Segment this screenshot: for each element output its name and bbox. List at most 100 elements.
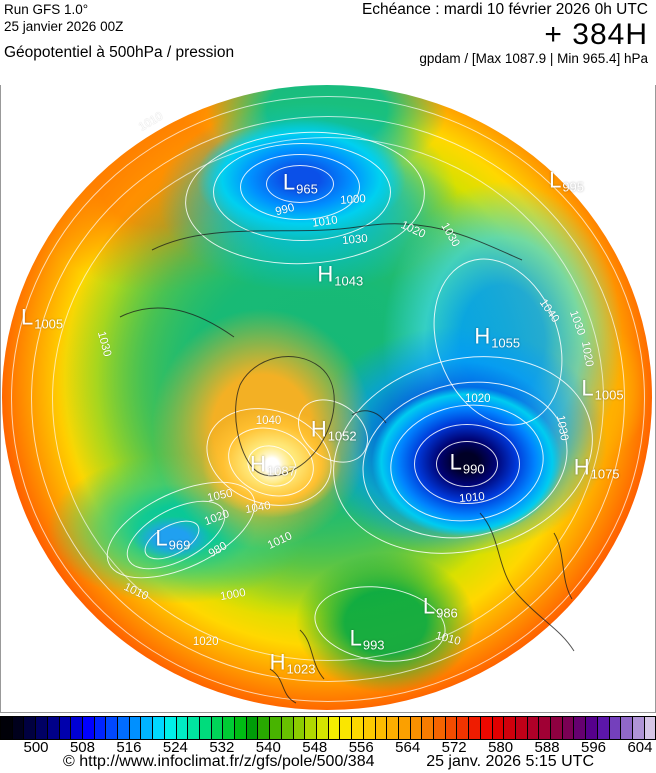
color-scale-cell xyxy=(597,717,610,739)
color-scale-cell xyxy=(352,717,364,739)
run-info: Run GFS 1.0° 25 janvier 2026 00Z xyxy=(4,1,123,35)
color-scale-tick: 588 xyxy=(534,739,560,756)
color-scale-cell xyxy=(574,717,587,739)
color-scale-bar xyxy=(0,716,656,740)
pressure-center-l-995: L995 xyxy=(549,167,585,195)
color-scale-cell xyxy=(621,717,633,739)
color-scale-cell xyxy=(340,717,353,739)
contour-label: 1000 xyxy=(339,193,367,208)
pressure-center-l-969: L969 xyxy=(155,525,191,553)
color-scale-cell xyxy=(235,717,247,739)
header: Run GFS 1.0° 25 janvier 2026 00Z Géopote… xyxy=(0,0,656,84)
color-scale-cell xyxy=(515,717,528,739)
color-scale-tick: 532 xyxy=(209,739,235,756)
color-scale-tick: 596 xyxy=(581,739,607,756)
color-scale-cell xyxy=(492,717,505,739)
color-scale-cell xyxy=(281,717,294,739)
color-scale-cell xyxy=(141,717,154,739)
color-scale-cell xyxy=(632,717,645,739)
color-scale-tick: 516 xyxy=(116,739,142,756)
color-scale-cell xyxy=(480,717,493,739)
forecast-step: + 384H xyxy=(544,18,648,51)
color-scale-cell xyxy=(246,717,259,739)
color-scale-tick: 500 xyxy=(23,739,49,756)
run-date: 25 janvier 2026 00Z xyxy=(4,19,124,34)
color-scale-cell xyxy=(106,717,119,739)
color-scale-tick: 604 xyxy=(627,739,653,756)
run-model: Run GFS 1.0° xyxy=(4,2,89,17)
color-scale-cell xyxy=(1,717,13,739)
forecast-info: Echéance : mardi 10 février 2026 0h UTC … xyxy=(362,1,648,66)
color-scale-cell xyxy=(539,717,552,739)
color-scale-cell xyxy=(47,717,60,739)
color-scale-cell xyxy=(82,717,95,739)
pressure-center-l-990: L990 xyxy=(449,450,485,478)
pressure-center-l-993: L993 xyxy=(349,625,385,653)
pressure-center-l-1005: L1005 xyxy=(20,304,64,332)
coastlines xyxy=(119,223,575,704)
pressure-center-l-1005: L1005 xyxy=(581,375,624,403)
color-scale-ticks: 500 508 516 524 532 540 548 556 564 572 580 588 596 6… xyxy=(0,739,656,756)
color-scale-cell xyxy=(410,717,423,739)
contour-label: 1040 xyxy=(255,415,282,428)
color-scale-tick: 556 xyxy=(348,739,374,756)
color-scale-cell xyxy=(504,717,516,739)
color-scale-cell xyxy=(316,717,329,739)
color-scale-cell xyxy=(422,717,435,739)
echeance-text: Echéance : mardi 10 février 2026 0h UTC xyxy=(361,1,648,18)
color-scale-cell xyxy=(469,717,481,739)
color-scale-cell xyxy=(398,717,411,739)
color-scale-tick: 540 xyxy=(255,739,281,756)
color-scale-tick: 524 xyxy=(162,739,188,756)
units-minmax: gpdam / [Max 1087.9 | Min 965.4] hPa xyxy=(419,51,648,66)
color-scale-cell xyxy=(188,717,200,739)
pressure-center-h-1055: H1055 xyxy=(474,323,521,351)
color-scale-cell xyxy=(270,717,282,739)
color-scale-cell xyxy=(12,717,25,739)
pressure-center-h-1023: H1023 xyxy=(269,649,316,677)
color-scale-cell xyxy=(36,717,48,739)
contour-label: 1010 xyxy=(458,491,486,506)
generation-timestamp: 25 janv. 2026 5:15 UTC xyxy=(426,753,594,770)
contour-label: 1020 xyxy=(464,393,491,406)
color-scale-cell xyxy=(551,717,563,739)
pressure-center-h-1075: H1075 xyxy=(573,455,620,483)
contour-label: 1020 xyxy=(192,635,219,648)
color-scale-tick: 508 xyxy=(69,739,95,756)
color-scale-cell xyxy=(176,717,189,739)
color-scale-cell xyxy=(562,717,575,739)
color-scale-cell xyxy=(387,717,399,739)
color-scale-tick: 580 xyxy=(488,739,514,756)
color-scale-cell xyxy=(445,717,458,739)
color-scale-cell xyxy=(644,717,656,739)
color-scale-cell xyxy=(609,717,622,739)
color-scale-cell xyxy=(457,717,470,739)
color-scale-cell xyxy=(129,717,142,739)
color-scale-cell xyxy=(153,717,165,739)
pressure-center-l-986: L986 xyxy=(422,593,458,621)
color-scale-tick: 564 xyxy=(395,739,421,756)
copyright-url: © http://www.infoclimat.fr/z/gfs/pole/50… xyxy=(63,753,375,770)
pressure-center-h-1043: H1043 xyxy=(317,261,364,289)
polar-map: L965 H1043 H1052 H1087 L990 L969 H1055 L1005 H10… xyxy=(0,85,656,713)
pressure-center-h-1052: H1052 xyxy=(310,416,357,444)
pressure-center-l-965: L965 xyxy=(282,169,318,197)
color-scale-cell xyxy=(527,717,540,739)
color-scale-cell xyxy=(293,717,306,739)
color-scale-cell xyxy=(258,717,271,739)
color-scale-cell xyxy=(328,717,341,739)
pressure-center-h-1087: H1087 xyxy=(250,451,296,479)
color-scale-cell xyxy=(71,717,83,739)
parameter-title: Géopotentiel à 500hPa / pression xyxy=(4,44,235,61)
color-scale-cell xyxy=(375,717,388,739)
color-scale-cell xyxy=(24,717,37,739)
color-scale-cell xyxy=(305,717,317,739)
map-disk xyxy=(2,85,652,710)
color-scale-tick: 572 xyxy=(441,739,467,756)
color-scale-cell xyxy=(586,717,598,739)
color-scale-cell xyxy=(434,717,446,739)
color-scale-cell xyxy=(59,717,72,739)
color-scale-cell xyxy=(211,717,224,739)
color-scale-cell xyxy=(199,717,212,739)
